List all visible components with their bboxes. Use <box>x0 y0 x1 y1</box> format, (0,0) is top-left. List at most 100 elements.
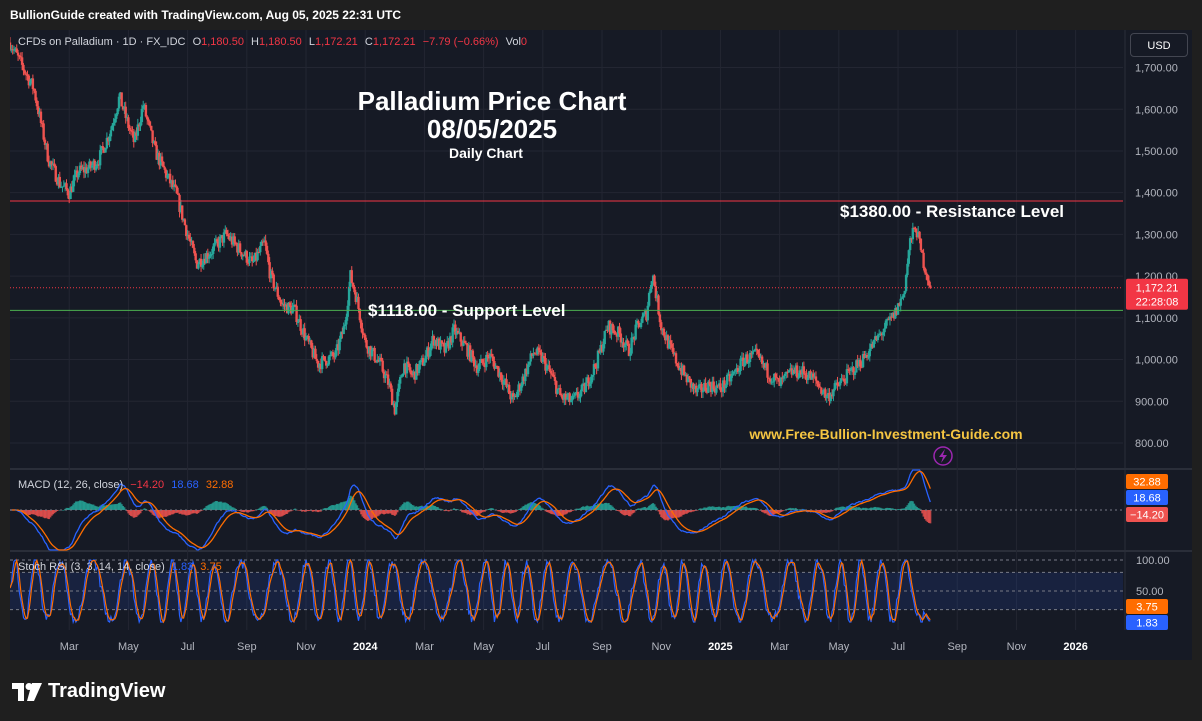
macd-histogram-bar <box>856 507 859 510</box>
macd-histogram-bar <box>326 507 329 510</box>
macd-histogram-bar <box>247 510 250 513</box>
candle-body <box>16 52 20 56</box>
macd-histogram-bar <box>761 510 764 512</box>
price-tick-label: 1,300.00 <box>1135 229 1178 241</box>
macd-histogram-bar <box>424 506 427 510</box>
macd-histogram-bar <box>926 510 929 523</box>
macd-histogram-bar <box>54 510 57 513</box>
macd-histogram-bar <box>921 510 924 514</box>
candle-body <box>884 320 888 329</box>
high-value: 1,180.50 <box>258 36 302 48</box>
candle-body <box>330 352 333 355</box>
candle-body <box>337 344 340 351</box>
macd-histogram-bar <box>283 510 286 516</box>
macd-histogram-bar <box>113 504 116 510</box>
candle-body <box>229 236 232 240</box>
macd-histogram-bar <box>260 506 263 510</box>
candle-body <box>727 374 730 376</box>
close-label: C <box>364 36 373 48</box>
macd-histogram-bar <box>439 508 442 510</box>
macd-histogram-bar <box>169 510 172 516</box>
candle-body <box>267 253 270 263</box>
macd-histogram-bar <box>300 510 303 512</box>
candle-body <box>771 381 775 383</box>
candle-body <box>14 48 17 50</box>
lightning-icon[interactable] <box>933 446 953 466</box>
candle-body <box>28 81 32 86</box>
macd-histogram-bar <box>305 510 308 512</box>
candle-body <box>298 319 301 322</box>
stoch-d-value: 3.75 <box>200 561 222 573</box>
macd-histogram-bar <box>910 500 913 510</box>
candle-body <box>435 340 438 346</box>
candle-body <box>94 166 98 170</box>
candle-body <box>491 356 495 362</box>
macd-histogram-bar <box>673 510 676 518</box>
macd-histogram-bar <box>436 507 439 510</box>
macd-histogram-bar <box>329 505 332 510</box>
macd-histogram-bar <box>528 503 531 510</box>
candle-body <box>674 353 678 364</box>
volume-value: 0 <box>520 36 528 48</box>
candle-body <box>561 396 565 400</box>
macd-histogram-bar <box>49 510 52 518</box>
macd-histogram-bar <box>333 505 336 510</box>
candle-body <box>33 89 36 91</box>
candle-body <box>843 378 846 382</box>
macd-histogram-bar <box>257 508 260 510</box>
currency-button[interactable]: USD <box>1130 33 1188 57</box>
candle-body <box>124 106 127 118</box>
tradingview-logo[interactable]: TradingView <box>12 680 165 703</box>
candle-body <box>557 388 561 390</box>
macd-histogram-bar <box>93 505 96 510</box>
candle-body <box>538 350 542 353</box>
macd-histogram-bar <box>26 510 29 515</box>
macd-histogram-bar <box>594 504 597 510</box>
macd-histogram-bar <box>888 508 891 510</box>
candle-body <box>824 389 827 398</box>
candle-body <box>828 392 831 402</box>
candle-body <box>699 383 702 385</box>
macd-histogram-bar <box>167 510 170 516</box>
candle-body <box>380 357 383 361</box>
candle-body <box>46 143 49 162</box>
macd-histogram-bar <box>703 507 706 510</box>
macd-histogram-bar <box>828 510 831 513</box>
macd-histogram-bar <box>345 501 348 510</box>
macd-histogram-bar <box>416 506 419 510</box>
macd-histogram-bar <box>506 510 509 513</box>
macd-histogram-bar <box>627 510 630 517</box>
time-tick-label: Mar <box>415 641 434 653</box>
candle-body <box>744 354 748 361</box>
candle-body <box>791 369 795 375</box>
macd-histogram-bar <box>560 510 563 516</box>
candle-body <box>789 368 792 371</box>
candle-body <box>919 238 923 251</box>
candle-body <box>438 338 441 350</box>
macd-histogram-bar <box>108 505 111 510</box>
macd-histogram-bar <box>58 510 61 511</box>
macd-badge-value: −14.20 <box>1130 510 1164 522</box>
macd-histogram-bar <box>502 510 505 513</box>
candle-body <box>101 146 105 148</box>
candle-body <box>470 350 473 362</box>
candle-body <box>516 391 519 398</box>
candle-body <box>607 320 610 331</box>
macd-signal-value: 32.88 <box>205 479 234 491</box>
macd-histogram-bar <box>221 502 224 510</box>
candle-body <box>386 374 390 385</box>
candle-body <box>181 205 184 220</box>
candle-body <box>245 251 249 263</box>
time-tick-label: 2026 <box>1063 641 1087 653</box>
price-chart[interactable]: Palladium Price Chart 08/05/2025 Daily C… <box>10 30 1192 660</box>
candle-body <box>630 337 633 354</box>
macd-histogram-bar <box>570 510 573 512</box>
candle-body <box>834 382 838 384</box>
footer <box>0 660 1202 721</box>
candle-body <box>248 256 251 264</box>
candle-body <box>664 335 667 341</box>
macd-histogram-bar <box>886 507 889 510</box>
candle-body <box>350 270 353 283</box>
macd-histogram-bar <box>115 504 118 510</box>
macd-histogram-bar <box>711 506 714 510</box>
